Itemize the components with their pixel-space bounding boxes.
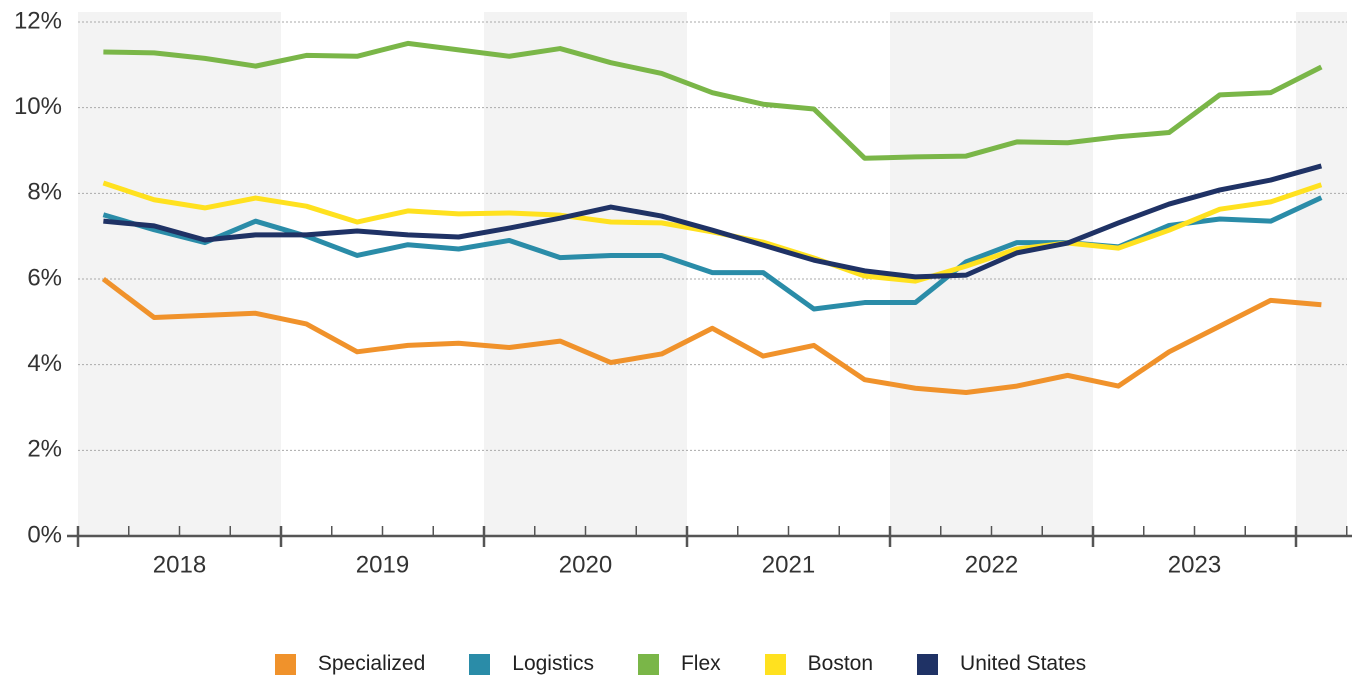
year-label: 2021 (762, 551, 815, 578)
series-line (101, 277, 1322, 396)
year-band (1296, 12, 1347, 536)
year-label: 2022 (965, 551, 1018, 578)
year-band (484, 12, 687, 536)
y-tick-label: 10% (14, 93, 62, 120)
year-label: 2018 (153, 551, 206, 578)
legend-item: United States (917, 652, 1086, 676)
legend-item: Boston (764, 652, 874, 676)
year-label: 2020 (559, 551, 612, 578)
year-label: 2019 (356, 551, 409, 578)
y-tick-label: 2% (27, 436, 62, 463)
year-band (890, 12, 1093, 536)
y-tick-label: 0% (27, 521, 62, 548)
legend-label: Flex (680, 652, 721, 675)
series-line (103, 40, 1323, 161)
legend-item: Logistics (469, 652, 594, 676)
year-label: 2023 (1168, 551, 1221, 578)
y-tick-label: 8% (27, 179, 62, 206)
legend-swatch (469, 653, 491, 675)
series-line (103, 163, 1323, 280)
legend-label: United States (960, 652, 1087, 675)
year-band (78, 12, 281, 536)
chart: 0% 2% 4% 6% 8% 10% 12% 2018 2019 2020 2021 2022 2023 (14, 7, 1352, 578)
legend-item: Flex (637, 652, 721, 676)
y-tick-label: 6% (27, 264, 62, 291)
legend-label: Logistics (512, 652, 594, 675)
y-tick-label: 12% (14, 7, 62, 34)
legend-item: Specialized (274, 652, 426, 676)
legend: Specialized Logistics Flex Boston United Sta… (0, 652, 1361, 676)
y-tick-label: 4% (27, 350, 62, 377)
legend-swatch (917, 653, 939, 675)
legend-swatch (637, 653, 659, 675)
legend-label: Boston (807, 652, 874, 675)
legend-swatch (764, 653, 786, 675)
legend-label: Specialized (317, 652, 426, 675)
legend-swatch (274, 653, 296, 675)
